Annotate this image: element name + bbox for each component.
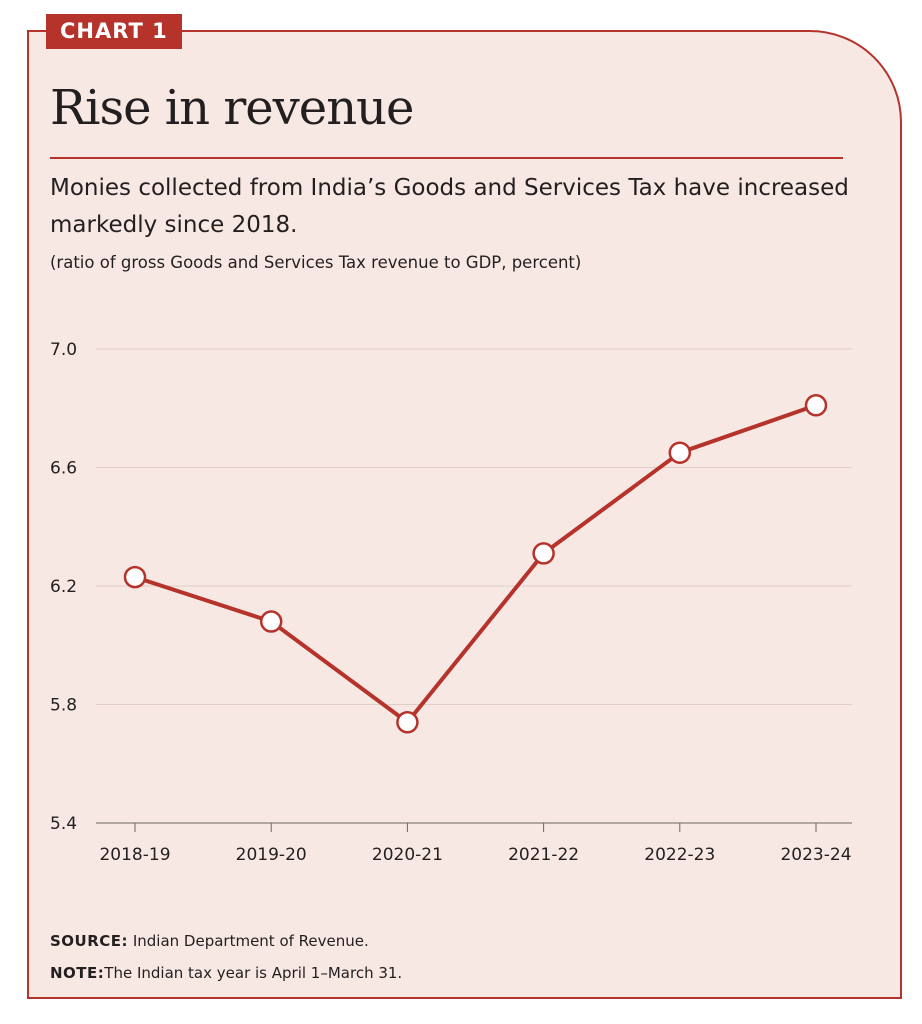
note-label: NOTE:	[50, 964, 105, 982]
data-point	[804, 394, 828, 417]
chart-title: Rise in revenue	[50, 80, 414, 136]
title-divider	[50, 157, 843, 159]
y-tick-label: 6.6	[50, 459, 77, 479]
source-label: SOURCE:	[50, 932, 129, 950]
x-tick-label: 2021-22	[508, 845, 579, 865]
data-point	[532, 542, 555, 565]
source-note: SOURCE: Indian Department of Revenue.	[50, 932, 369, 950]
chart-tag: CHART 1	[46, 14, 182, 49]
data-point	[123, 565, 147, 589]
x-tick-label: 2019-20	[236, 845, 307, 865]
x-tick-label: 2018-19	[99, 845, 170, 865]
x-tick-label: 2022-23	[644, 845, 715, 865]
data-point	[259, 610, 283, 633]
footnote: NOTE:The Indian tax year is April 1–Marc…	[50, 964, 402, 982]
y-tick-label: 6.2	[50, 577, 77, 597]
chart-units: (ratio of gross Goods and Services Tax r…	[50, 253, 582, 272]
series-line	[133, 403, 818, 725]
chart-card	[27, 30, 902, 999]
note-text: The Indian tax year is April 1–March 31.	[104, 964, 403, 982]
y-tick-label: 5.8	[50, 696, 77, 716]
source-text: Indian Department of Revenue.	[132, 932, 369, 950]
y-tick-label: 5.4	[50, 814, 77, 834]
x-tick-label: 2020-21	[372, 845, 443, 865]
data-point	[668, 441, 692, 464]
y-tick-label: 7.0	[50, 340, 77, 360]
data-point	[396, 711, 419, 734]
chart-subtitle: Monies collected from India’s Goods and …	[50, 175, 849, 238]
x-tick-label: 2023-24	[780, 845, 851, 865]
